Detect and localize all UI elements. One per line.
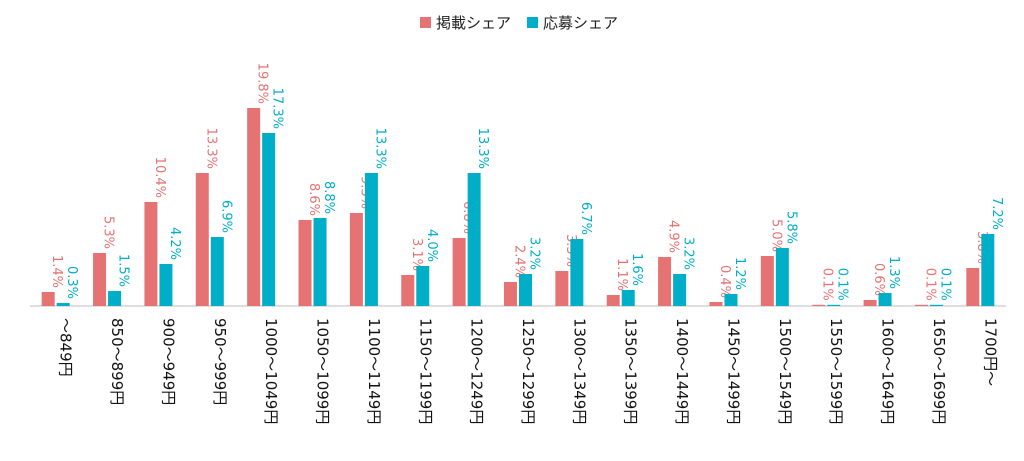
bar-listing-15	[812, 304, 826, 306]
bar-application-13	[724, 294, 738, 306]
bar-application-16	[878, 293, 892, 306]
category-label-17: 1650～1699円	[930, 318, 948, 424]
data-label-application-14: 5.8%	[783, 211, 798, 244]
data-label-application-12: 3.2%	[681, 237, 696, 270]
category-label-1: 850～899円	[108, 318, 126, 405]
category-label-4: 1000～1049円	[262, 318, 280, 424]
data-label-listing-11: 1.1%	[614, 258, 629, 291]
category-label-3: 950～999円	[211, 318, 229, 405]
data-label-listing-3: 13.3%	[203, 128, 218, 169]
bar-listing-18	[966, 268, 980, 306]
bar-application-3	[210, 237, 224, 306]
bar-application-0	[56, 303, 70, 306]
bar-listing-0	[41, 292, 55, 306]
bar-application-8	[467, 173, 481, 306]
category-label-9: 1250～1299円	[519, 318, 537, 424]
data-label-application-17: 0.1%	[937, 268, 952, 301]
data-label-application-8: 13.3%	[475, 128, 490, 169]
category-label-18: 1700円～	[981, 318, 999, 386]
data-label-listing-0: 1.4%	[49, 255, 64, 288]
data-label-application-2: 4.2%	[167, 227, 182, 260]
bar-listing-16	[863, 300, 877, 306]
data-label-application-0: 0.3%	[64, 266, 79, 299]
legend-item-listing-share: 掲載シェア	[420, 12, 511, 33]
bar-listing-10	[555, 271, 569, 306]
data-label-application-4: 17.3%	[270, 88, 285, 129]
data-label-listing-1: 5.3%	[101, 216, 116, 249]
data-label-application-3: 6.9%	[218, 200, 233, 233]
data-label-listing-5: 8.6%	[306, 183, 321, 216]
category-label-6: 1100～1149円	[365, 318, 383, 424]
category-label-7: 1150～1199円	[416, 318, 434, 424]
bar-application-10	[570, 239, 584, 306]
bar-listing-4	[247, 108, 261, 306]
bar-listing-9	[504, 282, 517, 306]
data-label-application-7: 4.0%	[424, 229, 439, 262]
data-label-application-11: 1.6%	[629, 253, 644, 286]
data-label-listing-16: 0.6%	[871, 263, 886, 296]
data-label-listing-12: 4.9%	[666, 220, 681, 253]
bar-listing-12	[658, 257, 672, 306]
data-label-listing-14: 5.0%	[768, 219, 783, 252]
data-label-listing-15: 0.1%	[820, 268, 835, 301]
data-label-listing-13: 0.4%	[717, 265, 732, 298]
data-label-application-15: 0.1%	[835, 268, 850, 301]
category-label-8: 1200～1249円	[468, 318, 486, 424]
bar-application-9	[519, 274, 532, 306]
bar-listing-3	[195, 173, 209, 306]
bar-listing-7	[401, 275, 415, 306]
data-label-listing-7: 3.1%	[409, 238, 424, 271]
bar-application-4	[262, 133, 276, 306]
category-label-5: 1050～1099円	[314, 318, 332, 424]
category-label-13: 1450～1499円	[724, 318, 742, 424]
category-label-14: 1500～1549円	[776, 318, 794, 424]
data-label-listing-17: 0.1%	[922, 268, 937, 301]
bar-application-14	[775, 248, 789, 306]
data-label-application-5: 8.8%	[321, 181, 336, 214]
bar-listing-2	[144, 202, 158, 306]
bar-application-11	[621, 290, 635, 306]
bar-listing-5	[298, 220, 312, 306]
legend-label-application-share: 応募シェア	[543, 14, 619, 32]
legend-swatch-listing-share	[420, 17, 431, 28]
bar-listing-8	[452, 238, 466, 306]
legend-item-application-share: 応募シェア	[527, 12, 618, 33]
data-label-application-13: 1.2%	[732, 257, 747, 290]
category-label-0: ～849円	[57, 318, 75, 377]
bar-application-15	[827, 304, 841, 306]
legend-swatch-application-share	[527, 17, 539, 28]
category-label-10: 1300～1349円	[570, 318, 588, 424]
bar-application-1	[108, 291, 122, 306]
bar-application-2	[159, 264, 173, 306]
legend-label-listing-share: 掲載シェア	[436, 14, 512, 32]
category-label-12: 1400～1449円	[673, 318, 691, 424]
bar-application-18	[981, 234, 995, 306]
bar-listing-13	[709, 302, 723, 306]
bar-listing-17	[914, 304, 928, 306]
bar-listing-1	[93, 253, 107, 306]
data-label-application-1: 1.5%	[116, 254, 131, 287]
bar-application-6	[364, 173, 378, 306]
bar-application-5	[313, 218, 327, 306]
bar-application-7	[416, 266, 430, 306]
data-label-application-6: 13.3%	[372, 128, 387, 169]
bar-application-12	[673, 274, 687, 306]
bar-listing-11	[606, 295, 620, 306]
bar-listing-6	[349, 213, 363, 306]
category-label-15: 1550～1599円	[827, 318, 845, 424]
data-label-listing-9: 2.4%	[512, 245, 527, 278]
category-label-2: 900～949円	[159, 318, 177, 405]
category-label-11: 1350～1399円	[622, 318, 640, 424]
data-label-application-18: 7.2%	[989, 197, 1004, 230]
data-label-application-16: 1.3%	[886, 256, 901, 289]
category-label-16: 1600～1649円	[879, 318, 897, 424]
chart-legend: 掲載シェア 応募シェア	[420, 12, 618, 33]
bar-listing-14	[760, 256, 774, 306]
data-label-application-10: 6.7%	[578, 202, 593, 235]
data-label-listing-4: 19.8%	[255, 63, 270, 104]
data-label-application-9: 3.2%	[527, 237, 542, 270]
data-label-listing-2: 10.4%	[152, 157, 167, 198]
bar-application-17	[929, 304, 943, 306]
